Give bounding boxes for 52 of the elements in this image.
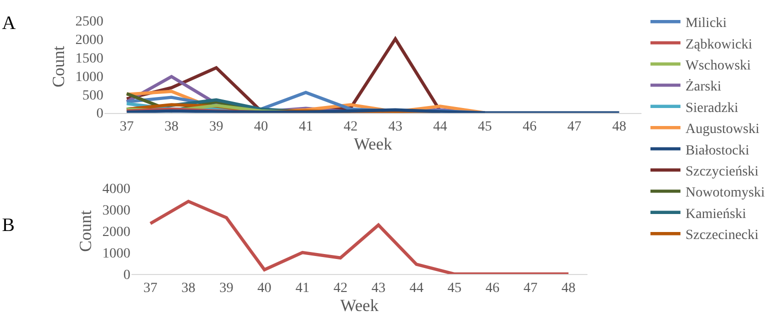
x-tick-label: 38 xyxy=(181,280,196,296)
x-tick-label: 41 xyxy=(298,120,313,135)
x-tick-label: 39 xyxy=(209,120,224,135)
x-tick-label: 38 xyxy=(164,120,179,135)
x-tick-label: 39 xyxy=(219,280,234,296)
x-tick-label: 37 xyxy=(120,120,134,135)
x-tick-label: 47 xyxy=(567,120,582,135)
y-tick-label: 500 xyxy=(82,88,104,104)
text: B xyxy=(2,215,15,236)
x-tick-label: 42 xyxy=(333,280,348,296)
y-axis-title: Count xyxy=(48,46,68,88)
y-tick-label: 0 xyxy=(96,106,104,122)
legend-label: Nowotomyski xyxy=(685,186,765,201)
x-axis-title: Week xyxy=(340,296,380,315)
legend-label: Wschowski xyxy=(685,58,751,74)
y-tick-label: 1500 xyxy=(75,51,104,66)
legend-label: Szczecinecki xyxy=(685,228,759,244)
x-tick-label: 41 xyxy=(295,280,310,296)
x-tick-label: 48 xyxy=(612,120,626,135)
x-tick-label: 43 xyxy=(371,280,386,296)
x-tick-label: 47 xyxy=(523,280,538,296)
legend-label: Milicki xyxy=(685,16,727,32)
x-tick-label: 43 xyxy=(388,120,402,135)
y-axis-title: Count xyxy=(76,210,95,252)
y-tick-label: 1000 xyxy=(75,70,104,85)
x-tick-label: 46 xyxy=(485,280,500,296)
legend-label: Białostocki xyxy=(685,143,750,158)
legend-label: Żarski xyxy=(685,78,722,95)
legend-label: Sieradzki xyxy=(685,100,738,116)
x-tick-label: 40 xyxy=(254,120,268,135)
chart-title: A xyxy=(2,13,16,34)
y-tick-label: 0 xyxy=(123,268,130,283)
x-tick-label: 40 xyxy=(257,280,272,296)
y-tick-label: 4000 xyxy=(102,182,130,197)
x-tick-label: 42 xyxy=(344,120,358,135)
y-tick-label: 1000 xyxy=(102,246,130,262)
y-tick-label: 2000 xyxy=(102,224,130,240)
x-tick-label: 44 xyxy=(409,280,424,296)
legend-label: Szczycieński xyxy=(685,164,759,180)
x-tick-label: 44 xyxy=(433,120,448,135)
x-tick-label: 48 xyxy=(561,280,576,296)
legend-label: Ząbkowicki xyxy=(685,37,752,52)
x-tick-label: 46 xyxy=(522,120,537,135)
y-tick-label: 2500 xyxy=(75,14,104,30)
legend-label: Augustowski xyxy=(685,122,760,138)
x-tick-label: 45 xyxy=(447,280,462,296)
legend-label: Kamieński xyxy=(685,206,746,222)
y-tick-label: 3000 xyxy=(102,203,130,218)
x-axis-title: Week xyxy=(354,134,393,154)
x-tick-label: 37 xyxy=(143,280,158,296)
x-tick-label: 45 xyxy=(478,120,492,135)
y-tick-label: 2000 xyxy=(75,32,104,48)
